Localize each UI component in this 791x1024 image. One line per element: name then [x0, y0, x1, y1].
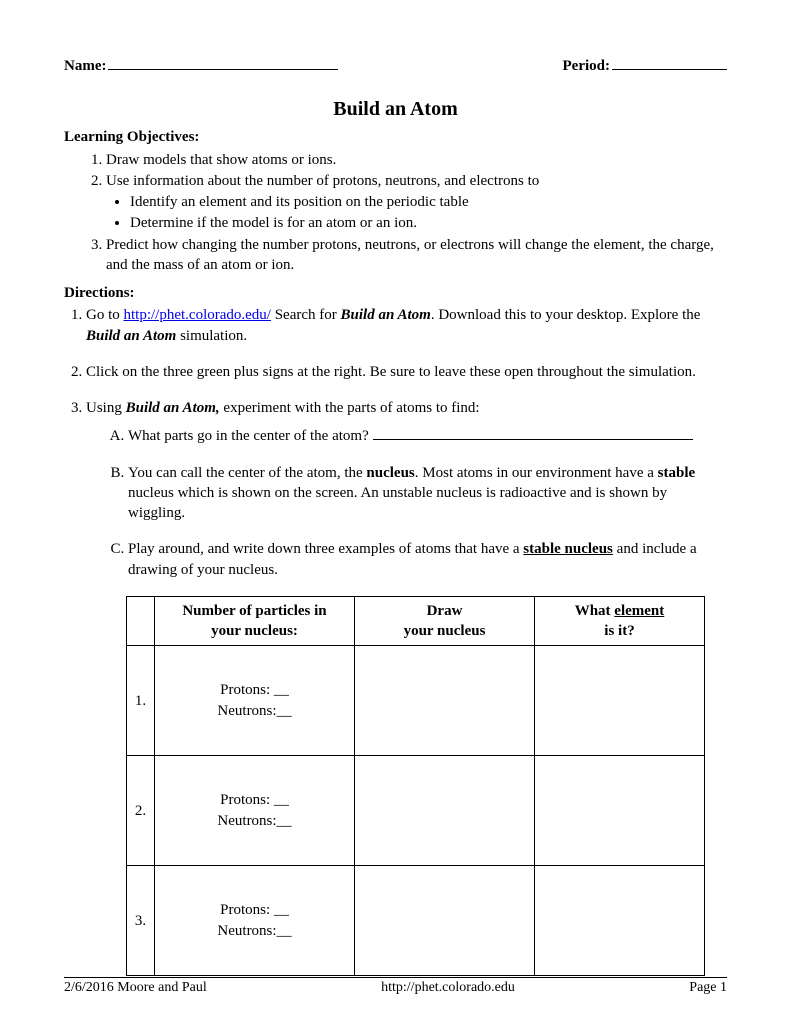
direction-3-sublist: What parts go in the center of the atom?… — [86, 426, 727, 580]
direction-3c: Play around, and write down three exampl… — [128, 539, 727, 580]
footer-rule — [64, 977, 727, 978]
d3-app: Build an Atom, — [126, 400, 220, 416]
th-particles-l2: your nucleus: — [211, 623, 298, 639]
d3a-text: What parts go in the center of the atom? — [128, 428, 373, 444]
objective-3: Predict how changing the number protons,… — [106, 235, 727, 276]
d3a-blank[interactable] — [373, 439, 693, 440]
th-draw-l2: your nucleus — [404, 623, 486, 639]
direction-3b: You can call the center of the atom, the… — [128, 463, 727, 524]
period-label: Period: — [563, 58, 610, 74]
directions-heading: Directions: — [64, 283, 727, 303]
d3b-mid: . Most atoms in our environment have a — [415, 465, 658, 481]
d1-mid: Search for — [271, 307, 341, 323]
footer: 2/6/2016 Moore and Paul http://phet.colo… — [64, 979, 727, 998]
table-row: 3. Protons: __ Neutrons:__ — [127, 866, 705, 976]
objective-2b: Determine if the model is for an atom or… — [130, 213, 727, 233]
direction-1: Go to http://phet.colorado.edu/ Search f… — [86, 305, 727, 346]
row-2-particles[interactable]: Protons: __ Neutrons:__ — [155, 756, 355, 866]
row-1-element[interactable] — [535, 646, 705, 756]
page-title: Build an Atom — [64, 96, 727, 123]
th-element: What element is it? — [535, 596, 705, 646]
row-3-neutrons: Neutrons:__ — [217, 923, 291, 939]
objective-2-sublist: Identify an element and its position on … — [106, 192, 727, 234]
objectives-list: Draw models that show atoms or ions. Use… — [64, 150, 727, 276]
row-1-protons: Protons: __ — [220, 682, 289, 698]
th-element-l2: is it? — [604, 623, 634, 639]
d3c-pre: Play around, and write down three exampl… — [128, 541, 523, 557]
direction-2: Click on the three green plus signs at t… — [86, 362, 727, 382]
worksheet-page: Name: Period: Build an Atom Learning Obj… — [0, 0, 791, 1024]
directions-list: Go to http://phet.colorado.edu/ Search f… — [64, 305, 727, 976]
row-3-element[interactable] — [535, 866, 705, 976]
th-blank — [127, 596, 155, 646]
d1-post: . Download this to your desktop. Explore… — [431, 307, 701, 323]
objective-2a: Identify an element and its position on … — [130, 192, 727, 212]
d3b-pre: You can call the center of the atom, the — [128, 465, 366, 481]
d1-tail: simulation. — [176, 328, 247, 344]
d3b-stable: stable — [658, 465, 696, 481]
d3b-post: nucleus which is shown on the screen. An… — [128, 485, 667, 521]
direction-3: Using Build an Atom, experiment with the… — [86, 398, 727, 976]
row-2-protons: Protons: __ — [220, 792, 289, 808]
th-draw-l1: Draw — [427, 603, 463, 619]
name-blank[interactable] — [108, 69, 338, 70]
objective-1: Draw models that show atoms or ions. — [106, 150, 727, 170]
row-1-num: 1. — [127, 646, 155, 756]
d3-pre: Using — [86, 400, 126, 416]
row-2-num: 2. — [127, 756, 155, 866]
footer-center: http://phet.colorado.edu — [381, 979, 515, 998]
direction-3a: What parts go in the center of the atom? — [128, 426, 727, 446]
table-header-row: Number of particles in your nucleus: Dra… — [127, 596, 705, 646]
d1-app: Build an Atom — [341, 307, 431, 323]
name-label: Name: — [64, 58, 106, 74]
row-2-draw[interactable] — [355, 756, 535, 866]
row-3-draw[interactable] — [355, 866, 535, 976]
row-1-draw[interactable] — [355, 646, 535, 756]
row-2-neutrons: Neutrons:__ — [217, 813, 291, 829]
period-blank[interactable] — [612, 69, 727, 70]
d3-post: experiment with the parts of atoms to fi… — [220, 400, 480, 416]
objective-2: Use information about the number of prot… — [106, 171, 727, 234]
d1-app2: Build an Atom — [86, 328, 176, 344]
row-1-particles[interactable]: Protons: __ Neutrons:__ — [155, 646, 355, 756]
table-row: 1. Protons: __ Neutrons:__ — [127, 646, 705, 756]
objectives-heading: Learning Objectives: — [64, 127, 727, 147]
d3c-stable-nucleus: stable nucleus — [523, 541, 613, 557]
header-row: Name: Period: — [64, 56, 727, 76]
phet-link[interactable]: http://phet.colorado.edu/ — [124, 307, 271, 323]
footer-left: 2/6/2016 Moore and Paul — [64, 979, 207, 998]
th-particles: Number of particles in your nucleus: — [155, 596, 355, 646]
footer-right: Page 1 — [689, 979, 727, 998]
period-field: Period: — [563, 56, 727, 76]
th-particles-l1: Number of particles in — [182, 603, 326, 619]
row-3-protons: Protons: __ — [220, 902, 289, 918]
row-1-neutrons: Neutrons:__ — [217, 703, 291, 719]
name-field: Name: — [64, 56, 338, 76]
table-row: 2. Protons: __ Neutrons:__ — [127, 756, 705, 866]
th-draw: Draw your nucleus — [355, 596, 535, 646]
th-element-l1: What — [575, 603, 615, 619]
nucleus-table: Number of particles in your nucleus: Dra… — [126, 596, 705, 977]
row-2-element[interactable] — [535, 756, 705, 866]
d3b-nucleus: nucleus — [366, 465, 414, 481]
row-3-particles[interactable]: Protons: __ Neutrons:__ — [155, 866, 355, 976]
th-element-word: element — [614, 603, 664, 619]
row-3-num: 3. — [127, 866, 155, 976]
objective-2-text: Use information about the number of prot… — [106, 173, 539, 189]
d1-pre: Go to — [86, 307, 124, 323]
